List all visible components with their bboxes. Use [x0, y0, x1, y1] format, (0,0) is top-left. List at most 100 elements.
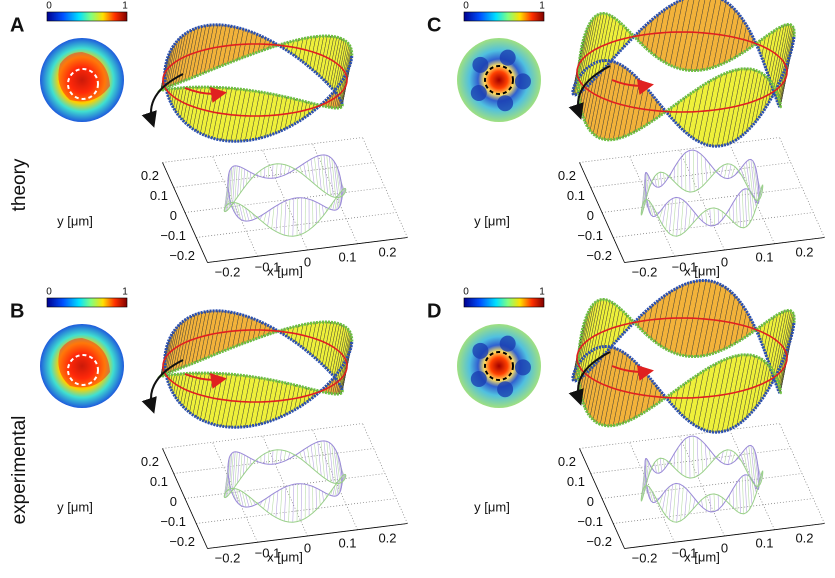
hatch: [311, 445, 314, 470]
hatch: [321, 441, 325, 478]
row-label: experimental: [9, 416, 30, 525]
colorbar-min: 0: [46, 287, 52, 298]
hatch: [235, 166, 237, 201]
hatch: [280, 203, 282, 234]
hatch: [235, 452, 237, 487]
hatch: [293, 198, 294, 236]
hatch: [268, 210, 271, 226]
hatch: [710, 494, 711, 512]
y-axis-title: y [μm]: [474, 213, 510, 228]
hatch: [240, 454, 242, 479]
grid-line: [363, 138, 408, 238]
hatch: [243, 169, 244, 189]
y-tick-label: 0.1: [150, 188, 168, 203]
hatch: [728, 450, 731, 464]
hatch: [272, 450, 273, 464]
y-tick-label: −0.2: [169, 248, 195, 263]
hatch: [697, 151, 698, 189]
hatch: [685, 490, 688, 518]
x-axis-title: x [μm]: [267, 549, 303, 564]
hatch: [705, 444, 707, 467]
x-tick-label: 0.1: [338, 249, 356, 264]
colorbar-max: 1: [539, 287, 545, 298]
hatch: [268, 496, 271, 512]
hatch: [246, 457, 247, 471]
hatch: [689, 150, 690, 192]
grid-line: [591, 449, 791, 474]
hatch: [657, 459, 659, 473]
y-tick-label: 0.1: [567, 474, 585, 489]
x-tick-label: 0.2: [378, 244, 396, 259]
y-tick-label: 0: [587, 208, 594, 223]
grid-line: [591, 163, 791, 188]
hatch: [660, 172, 661, 186]
hatch: [739, 193, 740, 227]
hatch: [663, 459, 664, 469]
grid-line: [780, 424, 825, 524]
panel-label: A: [10, 14, 24, 36]
hatch: [660, 458, 661, 472]
hatch: [289, 199, 290, 236]
colorbar-min: 0: [463, 287, 469, 298]
hatch: [297, 198, 298, 236]
hatch: [240, 168, 242, 193]
hatch: [243, 455, 244, 475]
ribbon: [161, 25, 352, 142]
hatch: [280, 450, 281, 463]
intensity-lobe: [471, 85, 487, 101]
colorbar-min: 0: [463, 1, 469, 12]
intensity-lobe: [497, 95, 513, 111]
x-tick-label: 0.2: [378, 530, 396, 545]
hatch: [316, 488, 317, 509]
x-axis-title: x [μm]: [267, 263, 303, 278]
hatch: [311, 159, 314, 184]
colorbar-max: 1: [122, 1, 128, 12]
hatch: [705, 158, 707, 181]
x-tick-label: 0.1: [338, 535, 356, 550]
hatch: [314, 157, 317, 187]
hatch: [666, 487, 670, 516]
row-label: theory: [9, 158, 30, 211]
hatch: [280, 164, 281, 177]
x-tick-label: −0.2: [215, 264, 241, 279]
colorbar: [47, 12, 127, 21]
y-tick-label: 0: [170, 208, 177, 223]
x-tick-label: 0.2: [795, 530, 813, 545]
y-tick-label: 0.1: [567, 188, 585, 203]
intensity-lobe: [471, 371, 487, 387]
y-tick-label: −0.2: [169, 534, 195, 549]
hatch: [276, 450, 277, 464]
grid-line: [680, 436, 725, 536]
x-tick-label: 0: [721, 540, 728, 555]
hatch: [739, 479, 740, 513]
x-tick-label: −0.2: [632, 550, 658, 565]
hatch: [673, 483, 676, 521]
y-tick-label: 0.2: [558, 454, 576, 469]
colorbar: [464, 298, 544, 307]
hatch: [697, 437, 698, 475]
hatch: [733, 203, 734, 223]
y-axis-title: y [μm]: [57, 213, 93, 228]
hatch: [276, 164, 277, 178]
y-axis-title: y [μm]: [474, 499, 510, 514]
intensity-lobe: [500, 336, 516, 352]
hatch: [677, 484, 680, 522]
hatch: [714, 494, 715, 512]
ribbon: [161, 311, 352, 428]
colorbar: [47, 298, 127, 307]
hatch: [321, 155, 325, 192]
intensity-lobe: [472, 57, 488, 73]
hatch: [706, 211, 707, 225]
hatch: [742, 476, 743, 514]
hatch: [706, 497, 707, 511]
hatch: [666, 201, 670, 230]
hatch: [322, 491, 323, 501]
x-tick-label: 0.1: [755, 535, 773, 550]
hatch: [322, 205, 323, 215]
grid-line: [780, 138, 825, 238]
hatch: [318, 442, 322, 476]
